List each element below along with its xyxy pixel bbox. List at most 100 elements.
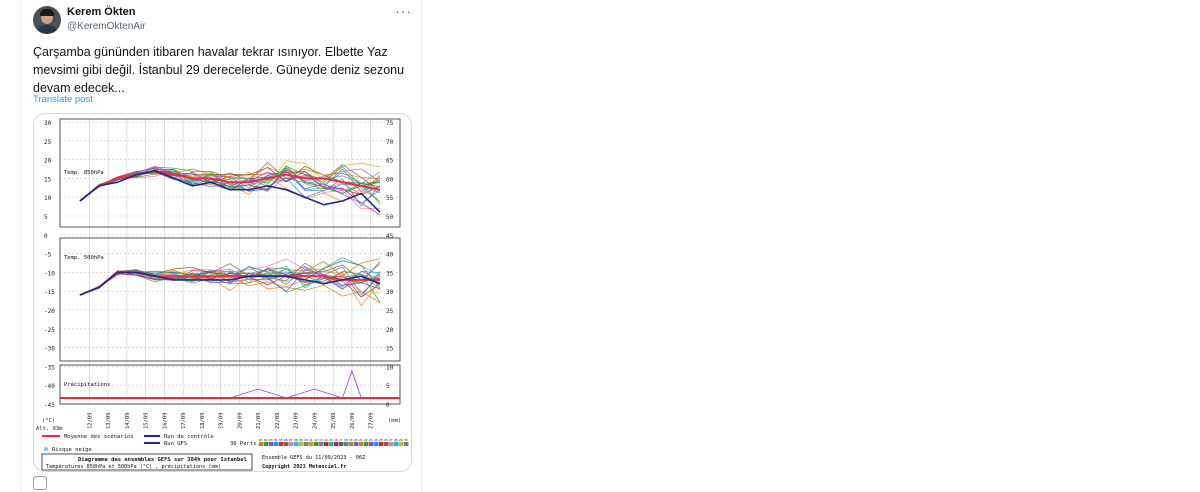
member-number: 27 <box>389 438 393 442</box>
member-number: 18 <box>344 438 348 442</box>
right-tick-label: 65 <box>386 158 394 165</box>
control-line <box>79 170 381 213</box>
member-swatch <box>294 442 299 446</box>
chart-subtitle: Températures 850hPa et 500hPa (°C) , pré… <box>46 463 221 470</box>
avatar-body <box>36 25 58 34</box>
left-tick-label: 5 <box>44 214 48 221</box>
more-icon[interactable]: ··· <box>395 3 412 19</box>
left-tick-label: -45 <box>44 402 55 409</box>
left-tick-label: -10 <box>44 270 55 277</box>
member-number: 01 <box>259 438 263 442</box>
member-swatch <box>399 442 404 446</box>
member-swatch <box>259 442 264 446</box>
member-number: 21 <box>359 438 363 442</box>
timeline-border-left <box>20 0 21 492</box>
altitude-label: Alt. 93m <box>36 426 63 432</box>
member-number: 30 <box>404 438 408 442</box>
title-box <box>41 453 253 471</box>
x-date-label: 20/09 <box>237 412 243 429</box>
left-tick-label: 10 <box>44 195 52 202</box>
member-swatch <box>339 442 344 446</box>
legend-gfs-label: Run GFS <box>164 441 187 447</box>
panel-frame-2 <box>59 364 401 405</box>
right-tick-label: 50 <box>386 214 394 221</box>
member-line <box>79 266 381 296</box>
left-tick-label: 25 <box>44 139 52 146</box>
member-number: 10 <box>304 438 308 442</box>
member-number: 04 <box>274 438 278 442</box>
legend-snow-label: Risque neige <box>52 447 92 453</box>
author-handle[interactable]: @KeremOktenAir <box>67 21 146 32</box>
member-swatch <box>359 442 364 446</box>
panel-frame-0 <box>59 118 401 228</box>
right-tick-label: 35 <box>386 270 394 277</box>
member-number: 08 <box>294 438 298 442</box>
member-swatch <box>374 442 379 446</box>
member-number: 17 <box>339 438 343 442</box>
right-tick-label: 20 <box>386 327 394 334</box>
member-swatch <box>334 442 339 446</box>
reply-icon[interactable] <box>33 476 47 490</box>
x-date-label: 18/09 <box>200 412 206 429</box>
avatar-hair <box>40 9 54 16</box>
right-tick-label: 55 <box>386 195 394 202</box>
tweet[interactable]: Kerem Ökten @KeremOktenAir ··· Çarşamba … <box>21 0 421 492</box>
member-number: 11 <box>309 438 313 442</box>
member-number: 28 <box>394 438 398 442</box>
tweet-media[interactable]: 30 25 20 15 10 5 0 -5 -10 -15 -20 -25 -30 -35 -40 -45 75… <box>33 113 412 472</box>
member-number: 20 <box>354 438 358 442</box>
x-date-label: 23/09 <box>294 412 300 429</box>
x-date-label: 19/09 <box>219 412 225 429</box>
member-number: 03 <box>269 438 273 442</box>
x-date-label: 12/09 <box>87 412 93 429</box>
member-swatch <box>289 442 294 446</box>
member-number: 15 <box>329 438 333 442</box>
member-number: 25 <box>379 438 383 442</box>
x-date-label: 25/09 <box>331 412 337 429</box>
right-tick-label: 30 <box>386 289 394 296</box>
right-tick-label: 15 <box>386 346 394 353</box>
right-tick-label: 5 <box>386 383 390 390</box>
member-number: 07 <box>289 438 293 442</box>
member-swatch <box>354 442 359 446</box>
x-date-label: 24/09 <box>312 412 318 429</box>
chart-title: Diagramme des ensembles GEFS sur 384h po… <box>78 457 247 463</box>
member-number: 12 <box>314 438 318 442</box>
x-date-label: 27/09 <box>369 412 375 429</box>
member-number: 26 <box>384 438 388 442</box>
left-tick-label: 0 <box>44 233 48 240</box>
right-tick-label: 75 <box>386 120 394 127</box>
x-date-label: 16/09 <box>162 412 168 429</box>
member-number: 29 <box>399 438 403 442</box>
left-tick-label: 20 <box>44 158 52 165</box>
member-swatch <box>314 442 319 446</box>
avatar[interactable] <box>33 6 61 34</box>
x-date-label: 14/09 <box>125 412 131 429</box>
panel-label: Précipitations <box>64 381 110 388</box>
left-tick-label: 15 <box>44 176 52 183</box>
right-tick-label: 70 <box>386 139 394 146</box>
x-date-label: 13/09 <box>106 412 112 429</box>
member-swatch <box>349 442 354 446</box>
right-tick-label: 0 <box>386 402 390 409</box>
member-swatch <box>404 442 409 446</box>
left-tick-label: 30 <box>44 120 52 127</box>
panel-label: Temp. 850hPa <box>64 170 104 176</box>
member-number: 23 <box>369 438 373 442</box>
left-tick-label: -5 <box>44 252 52 259</box>
member-number: 16 <box>334 438 338 442</box>
member-swatch <box>344 442 349 446</box>
member-swatch <box>364 442 369 446</box>
left-tick-label: -30 <box>44 346 55 353</box>
ensemble-chart: 302520151050-5-10-15-20-25-30-35-40-4575… <box>34 114 411 471</box>
member-swatch <box>299 442 304 446</box>
author-name[interactable]: Kerem Ökten <box>67 6 136 18</box>
member-number: 19 <box>349 438 353 442</box>
member-swatch <box>284 442 289 446</box>
left-tick-label: -35 <box>44 364 55 371</box>
timeline-border-right <box>421 0 422 492</box>
left-tick-label: -25 <box>44 327 55 334</box>
translate-link[interactable]: Translate post <box>33 94 93 105</box>
x-date-label: 15/09 <box>144 412 150 429</box>
member-swatch <box>264 442 269 446</box>
